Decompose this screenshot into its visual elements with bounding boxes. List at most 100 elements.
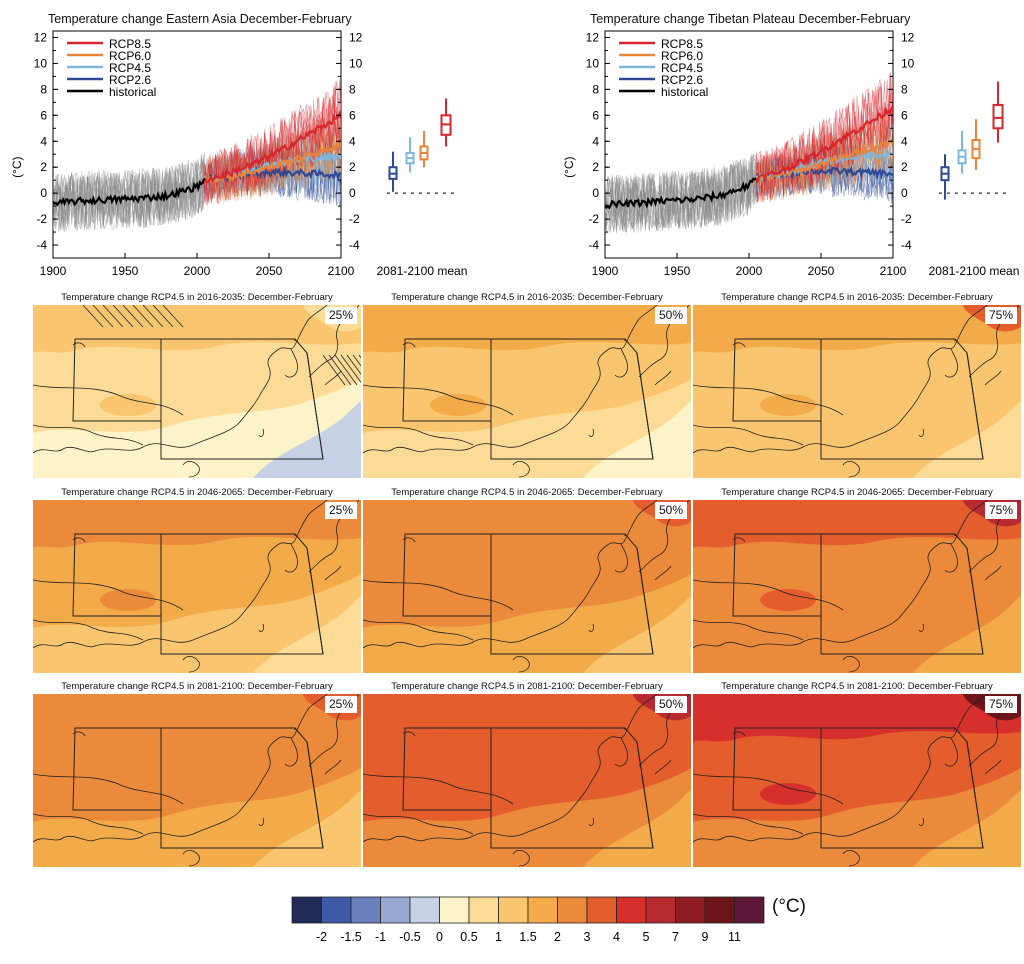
colorbar-tick-label: -0.5 — [399, 930, 421, 944]
coastline-lake — [72, 731, 86, 737]
coastline-lake — [402, 537, 416, 543]
coastline-main — [363, 500, 658, 649]
hatch-line — [340, 354, 361, 384]
colorbar-swatch — [645, 896, 676, 924]
map-south-band — [363, 379, 691, 478]
region-box-edge — [954, 339, 984, 460]
chart-title: Temperature change Eastern Asia December… — [48, 12, 352, 26]
x-tick-label: 1950 — [112, 264, 139, 278]
x-tick-label: 2100 — [880, 264, 907, 278]
border-line — [33, 813, 144, 835]
percentile-label: 50% — [654, 502, 687, 519]
coastline-korea — [284, 348, 298, 378]
y-tick-label-right: 6 — [901, 108, 908, 122]
y-tick-label-right: -4 — [349, 238, 360, 252]
map-area — [693, 694, 1021, 867]
y-axis-label: (°C) — [562, 156, 576, 177]
border-line — [693, 424, 804, 446]
map-south-band — [693, 379, 1021, 478]
coastline-korea — [284, 543, 298, 573]
colorbar-swatch — [350, 896, 381, 924]
map-hotspot-plateau — [100, 589, 156, 611]
map-panel: Temperature change RCP4.5 in 2081-2100: … — [33, 681, 361, 871]
region-box-edge — [624, 728, 654, 849]
map-north-band — [33, 500, 361, 548]
map-svg — [693, 305, 1021, 478]
region-box-group — [732, 727, 984, 849]
hatch-line — [82, 305, 104, 328]
legend-label: RCP6.0 — [661, 49, 703, 63]
legend-bg — [59, 37, 161, 49]
colorbar-tick-label: -2 — [316, 930, 327, 944]
map-north-band — [363, 500, 691, 548]
x-tick-label: 2050 — [808, 264, 835, 278]
region-box-edge — [624, 339, 654, 460]
y-tick-label: 4 — [592, 134, 599, 148]
y-tick-label-right: 10 — [901, 56, 915, 70]
map-south-band — [363, 574, 691, 673]
coastline-group — [33, 500, 360, 673]
colorbar-tick-label: 4 — [613, 930, 620, 944]
colorbar-tick-label: 3 — [584, 930, 591, 944]
coastline-lake — [732, 537, 746, 543]
region-box-group — [72, 727, 324, 849]
map-title: Temperature change RCP4.5 in 2081-2100: … — [61, 681, 333, 692]
border-line — [693, 813, 804, 835]
colorbar-tick-label: 1.5 — [519, 930, 536, 944]
x-tick-label: 1900 — [592, 264, 619, 278]
coastline-taiwan — [588, 817, 594, 826]
colorbar-swatch — [380, 896, 411, 924]
y-tick-label: 10 — [586, 56, 600, 70]
historical-mean-line — [53, 178, 206, 207]
coastline-taiwan — [588, 428, 594, 437]
hatching — [82, 305, 361, 386]
coastline-lake — [402, 731, 416, 737]
map-area — [693, 305, 1021, 478]
border-line — [33, 579, 184, 611]
map-area — [363, 500, 691, 673]
map-north-band — [693, 305, 1021, 353]
y-tick-label-right: 12 — [901, 30, 915, 44]
percentile-label: 75% — [984, 307, 1017, 324]
coastline-main — [693, 305, 988, 454]
legend-bg — [611, 73, 713, 85]
rcp26-mean-line — [203, 165, 341, 184]
coastline-japan-south — [654, 759, 672, 775]
map-panel: Temperature change RCP4.5 in 2016-2035: … — [363, 292, 691, 482]
map-title: Temperature change RCP4.5 in 2081-2100: … — [721, 681, 993, 692]
coastline-korea — [614, 737, 628, 767]
y-tick-label: 8 — [592, 82, 599, 96]
coastline-hainan — [182, 656, 200, 673]
scenario-model-line — [203, 92, 341, 204]
region-box-group — [402, 533, 654, 655]
coastline-main — [33, 500, 328, 649]
ts-chart-eastern-asia: Temperature change Eastern Asia December… — [0, 0, 500, 285]
border-line — [33, 384, 184, 416]
colorbar-swatch — [321, 896, 352, 924]
y-tick-label-right: 10 — [349, 56, 363, 70]
border-line — [693, 579, 844, 611]
map-hotspot-northwest — [693, 313, 743, 337]
y-tick-label-right: 8 — [349, 82, 356, 96]
y-tick-label: -4 — [588, 238, 599, 252]
map-south-band — [693, 574, 1021, 673]
x-tick-label: 2000 — [736, 264, 763, 278]
y-tick-label: 0 — [40, 186, 47, 200]
map-hotspot-plateau — [100, 783, 156, 805]
hatch-line — [142, 305, 164, 328]
map-title: Temperature change RCP4.5 in 2046-2065: … — [721, 487, 993, 498]
border-line — [693, 384, 844, 416]
colorbar-swatch — [734, 896, 765, 924]
y-tick-label-right: 2 — [349, 160, 356, 174]
map-svg — [363, 305, 691, 478]
map-area — [363, 694, 691, 867]
map-south-band — [33, 379, 361, 478]
coastline-korea — [944, 737, 958, 767]
boxplot-box — [992, 103, 1004, 130]
map-panel: Temperature change RCP4.5 in 2046-2065: … — [693, 487, 1021, 677]
hatch-line — [152, 305, 174, 328]
border-line — [363, 813, 474, 835]
map-title: Temperature change RCP4.5 in 2081-2100: … — [391, 681, 663, 692]
coastline-korea — [944, 348, 958, 378]
coastline-japan-south — [324, 565, 342, 581]
